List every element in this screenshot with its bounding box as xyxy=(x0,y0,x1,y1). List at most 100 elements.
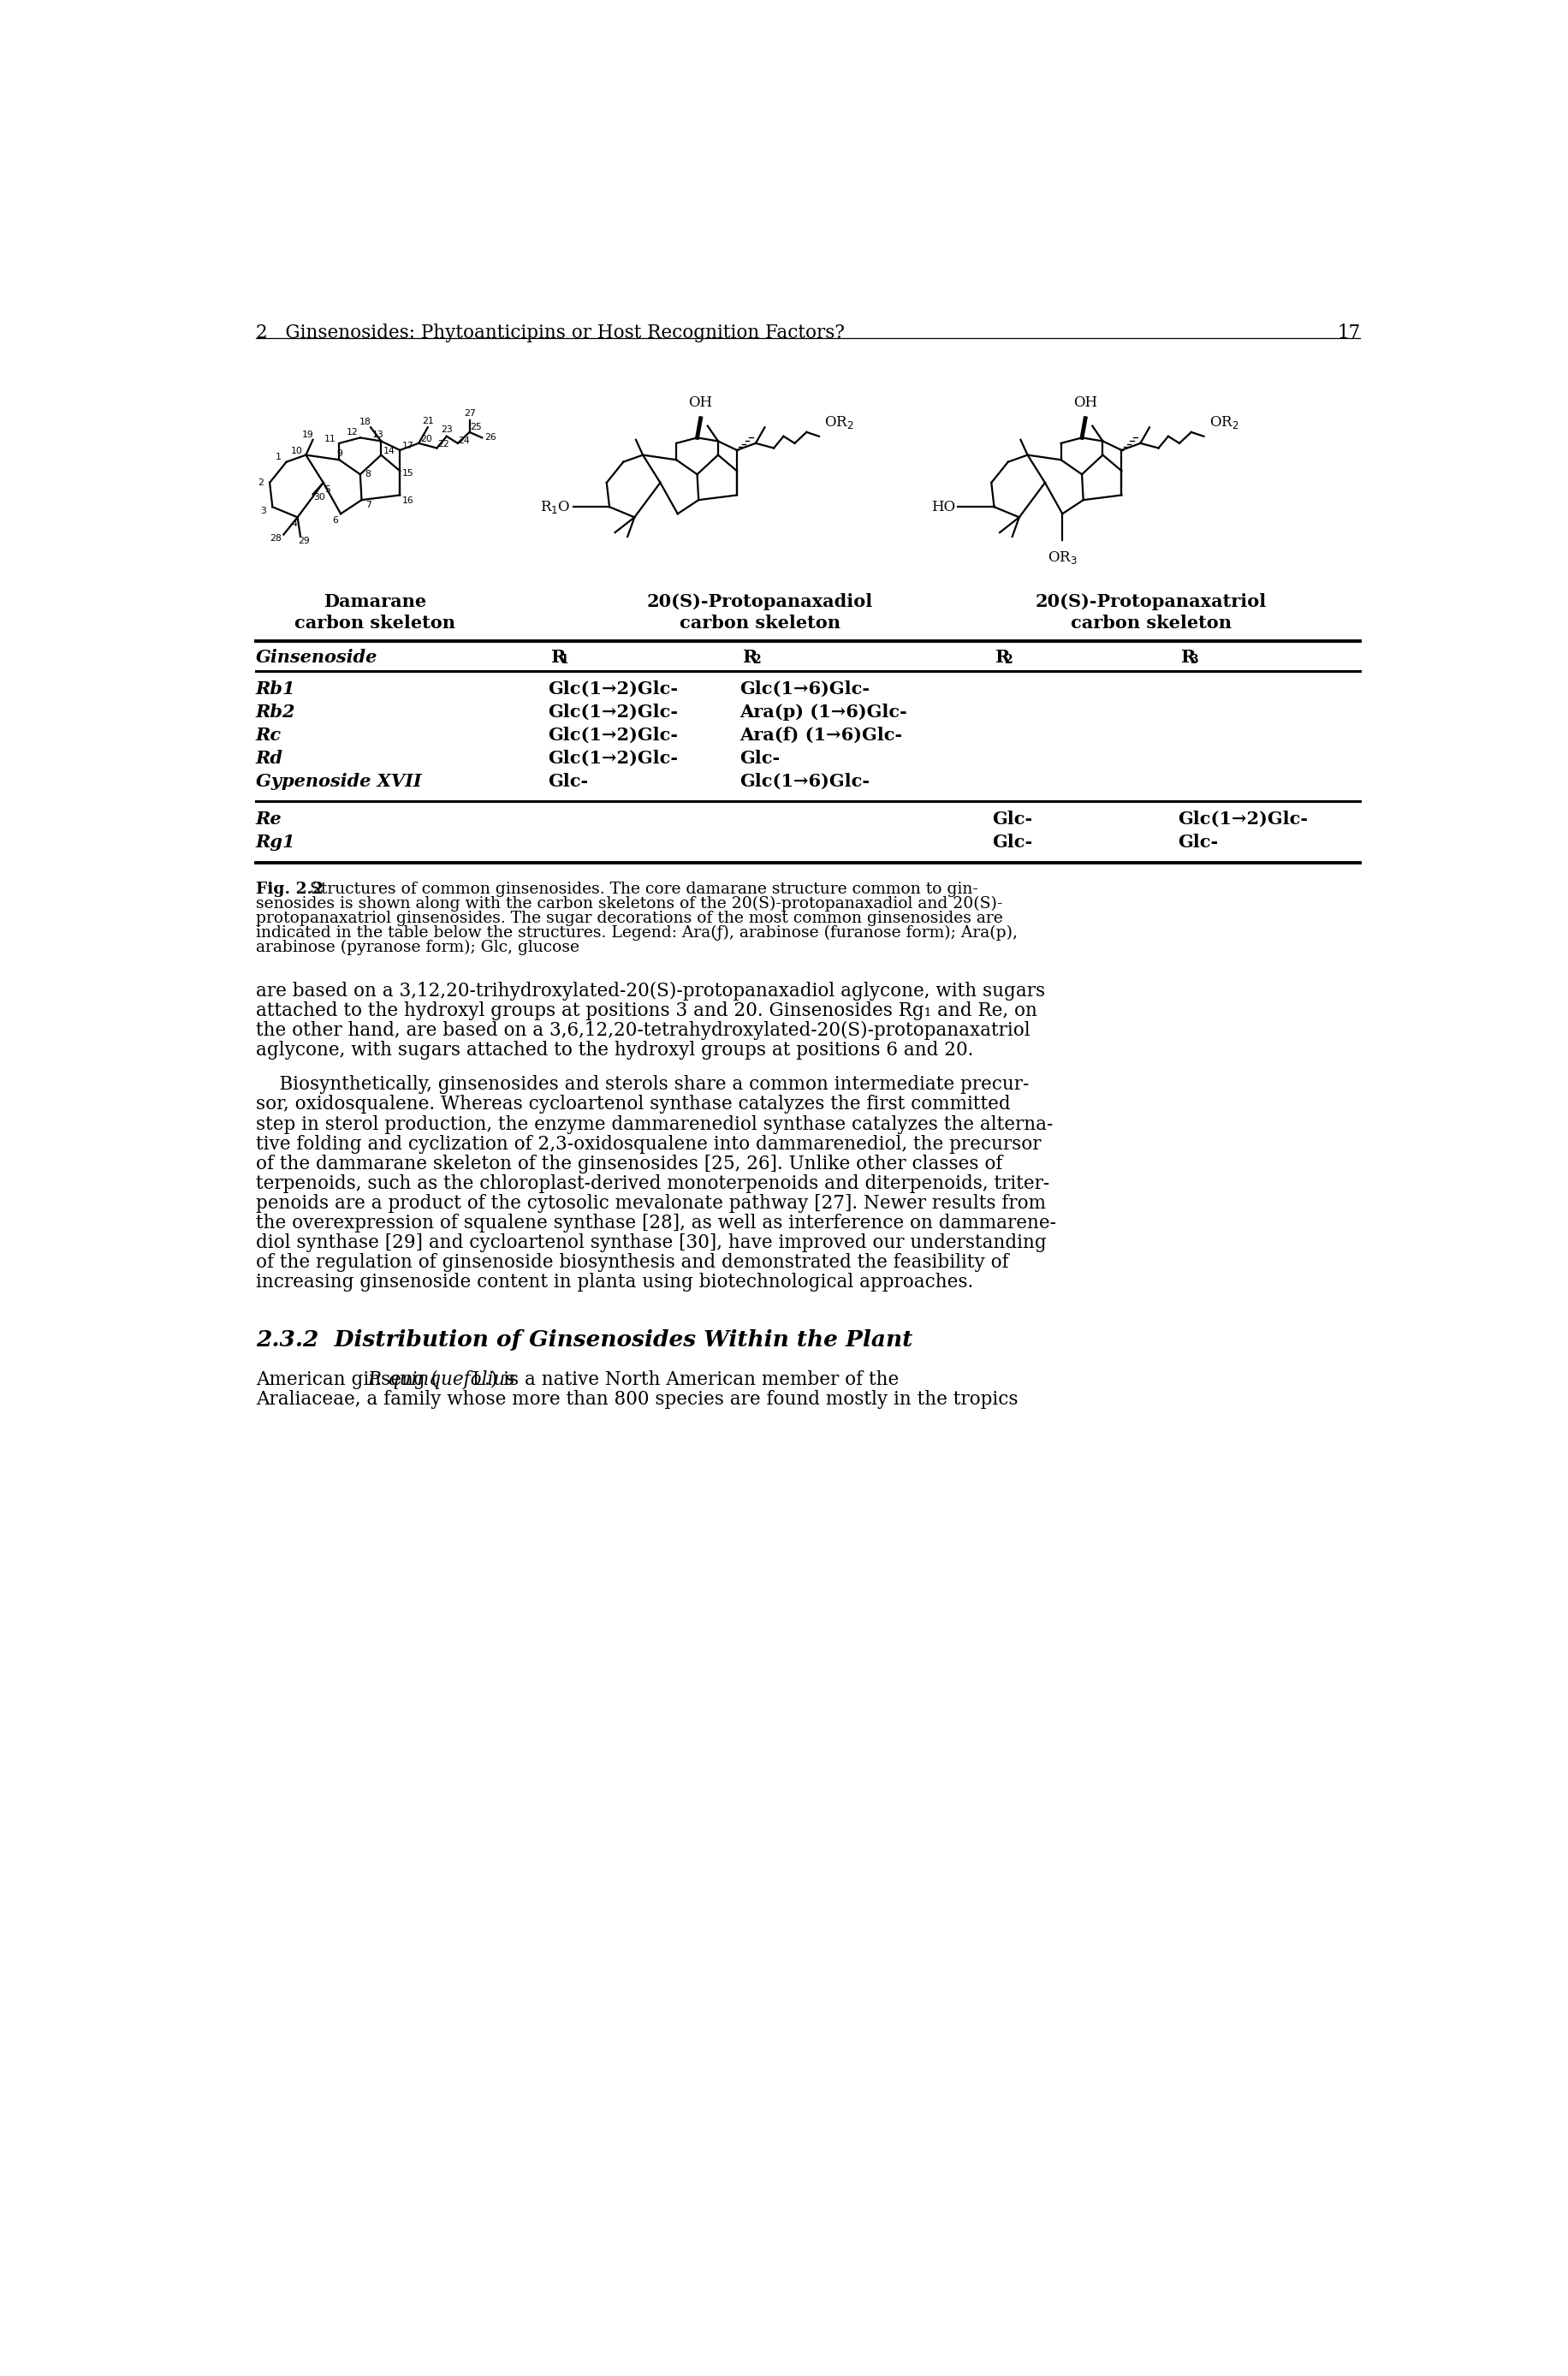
Text: the overexpression of squalene synthase [28], as well as interference on dammare: the overexpression of squalene synthase … xyxy=(256,1214,1055,1233)
Text: 23: 23 xyxy=(441,425,452,435)
Text: OR$_3$: OR$_3$ xyxy=(1047,549,1077,565)
Text: Glc(1→2)Glc-: Glc(1→2)Glc- xyxy=(1178,810,1308,827)
Text: P. quinquefolius: P. quinquefolius xyxy=(367,1371,514,1388)
Text: L.) is a native North American member of the: L.) is a native North American member of… xyxy=(467,1371,898,1388)
Text: Glc-: Glc- xyxy=(547,772,588,789)
Text: 12: 12 xyxy=(347,428,358,437)
Text: 20: 20 xyxy=(420,435,433,444)
Text: of the dammarane skeleton of the ginsenosides [25, 26]. Unlike other classes of: of the dammarane skeleton of the ginseno… xyxy=(256,1155,1002,1174)
Text: 7: 7 xyxy=(365,501,372,508)
Text: 30: 30 xyxy=(314,492,325,501)
Text: carbon skeleton: carbon skeleton xyxy=(1071,615,1231,632)
Text: Glc(1→2)Glc-: Glc(1→2)Glc- xyxy=(547,703,677,720)
Text: R: R xyxy=(550,649,566,665)
Text: OR$_2$: OR$_2$ xyxy=(825,413,853,430)
Text: Rd: Rd xyxy=(256,751,284,767)
Text: OH: OH xyxy=(688,394,712,411)
Text: 28: 28 xyxy=(270,535,281,542)
Text: Structures of common ginsenosides. The core damarane structure common to gin-: Structures of common ginsenosides. The c… xyxy=(310,881,978,898)
Text: R: R xyxy=(994,649,1010,665)
Text: 26: 26 xyxy=(485,432,495,442)
Text: 14: 14 xyxy=(383,447,395,456)
Text: OH: OH xyxy=(1073,394,1098,411)
Text: indicated in the table below the structures. Legend: Ara(ƒ), arabinose (furanose: indicated in the table below the structu… xyxy=(256,924,1018,941)
Text: 17: 17 xyxy=(1336,323,1359,342)
Text: attached to the hydroxyl groups at positions 3 and 20. Ginsenosides Rg₁ and Re, : attached to the hydroxyl groups at posit… xyxy=(256,1003,1036,1019)
Text: are based on a 3,12,20-trihydroxylated-20(S)-protopanaxadiol aglycone, with suga: are based on a 3,12,20-trihydroxylated-2… xyxy=(256,981,1044,1000)
Text: 9: 9 xyxy=(336,449,342,459)
Text: OR$_2$: OR$_2$ xyxy=(1209,413,1239,430)
Text: 1: 1 xyxy=(276,451,281,461)
Text: Fig. 2.2: Fig. 2.2 xyxy=(256,881,323,898)
Text: Glc-: Glc- xyxy=(991,834,1032,851)
Text: carbon skeleton: carbon skeleton xyxy=(679,615,840,632)
Text: carbon skeleton: carbon skeleton xyxy=(295,615,455,632)
Text: tive folding and cyclization of 2,3-oxidosqualene into dammarenediol, the precur: tive folding and cyclization of 2,3-oxid… xyxy=(256,1136,1041,1152)
Text: 27: 27 xyxy=(464,409,475,418)
Text: Damarane: Damarane xyxy=(323,594,426,611)
Text: 18: 18 xyxy=(359,418,372,425)
Text: R: R xyxy=(743,649,757,665)
Text: R: R xyxy=(1181,649,1195,665)
Text: step in sterol production, the enzyme dammarenediol synthase catalyzes the alter: step in sterol production, the enzyme da… xyxy=(256,1114,1052,1133)
Text: increasing ginsenoside content in planta using biotechnological approaches.: increasing ginsenoside content in planta… xyxy=(256,1274,972,1293)
Text: Glc(1→6)Glc-: Glc(1→6)Glc- xyxy=(740,680,870,699)
Text: 21: 21 xyxy=(422,416,433,425)
Text: 3: 3 xyxy=(260,506,267,516)
Text: American ginseng (: American ginseng ( xyxy=(256,1371,437,1390)
Text: Rc: Rc xyxy=(256,727,281,744)
Text: Glc(1→2)Glc-: Glc(1→2)Glc- xyxy=(547,727,677,744)
Text: 3: 3 xyxy=(1189,653,1198,665)
Text: 22: 22 xyxy=(437,440,448,449)
Text: Araliaceae, a family whose more than 800 species are found mostly in the tropics: Araliaceae, a family whose more than 800… xyxy=(256,1390,1018,1409)
Text: 1: 1 xyxy=(560,653,568,665)
Text: protopanaxatriol ginsenosides. The sugar decorations of the most common ginsenos: protopanaxatriol ginsenosides. The sugar… xyxy=(256,910,1002,927)
Text: the other hand, are based on a 3,6,12,20-tetrahydroxylated-20(S)-protopanaxatrio: the other hand, are based on a 3,6,12,20… xyxy=(256,1022,1030,1041)
Text: penoids are a product of the cytosolic mevalonate pathway [27]. Newer results fr: penoids are a product of the cytosolic m… xyxy=(256,1195,1046,1212)
Text: 2: 2 xyxy=(751,653,760,665)
Text: 4: 4 xyxy=(292,520,296,527)
Text: Glc(1→2)Glc-: Glc(1→2)Glc- xyxy=(547,680,677,699)
Text: 2: 2 xyxy=(257,478,263,487)
Text: Glc-: Glc- xyxy=(740,751,779,767)
Text: Gypenoside XVII: Gypenoside XVII xyxy=(256,772,422,789)
Text: arabinose (pyranose form); Glc, glucose: arabinose (pyranose form); Glc, glucose xyxy=(256,939,579,955)
Text: R$_1$O: R$_1$O xyxy=(539,499,571,516)
Text: diol synthase [29] and cycloartenol synthase [30], have improved our understandi: diol synthase [29] and cycloartenol synt… xyxy=(256,1233,1046,1252)
Text: Ara(f) (1→6)Glc-: Ara(f) (1→6)Glc- xyxy=(740,727,902,744)
Text: Ara(p) (1→6)Glc-: Ara(p) (1→6)Glc- xyxy=(740,703,906,720)
Text: 20(S)-Protopanaxadiol: 20(S)-Protopanaxadiol xyxy=(646,594,872,611)
Text: senosides is shown along with the carbon skeletons of the 20(S)-protopanaxadiol : senosides is shown along with the carbon… xyxy=(256,896,1002,912)
Text: Rg1: Rg1 xyxy=(256,834,295,851)
Text: Glc(1→6)Glc-: Glc(1→6)Glc- xyxy=(740,772,870,789)
Text: Glc-: Glc- xyxy=(991,810,1032,827)
Text: 15: 15 xyxy=(401,470,414,478)
Text: HO: HO xyxy=(931,499,955,513)
Text: 17: 17 xyxy=(401,442,414,451)
Text: 5: 5 xyxy=(325,485,329,494)
Text: 13: 13 xyxy=(372,430,384,440)
Text: 20(S)-Protopanaxatriol: 20(S)-Protopanaxatriol xyxy=(1035,594,1267,611)
Text: Ginsenoside: Ginsenoside xyxy=(256,649,378,665)
Text: 11: 11 xyxy=(325,435,336,444)
Text: 8: 8 xyxy=(365,470,372,478)
Text: Re: Re xyxy=(256,810,282,827)
Text: sor, oxidosqualene. Whereas cycloartenol synthase catalyzes the first committed: sor, oxidosqualene. Whereas cycloartenol… xyxy=(256,1095,1010,1114)
Text: Rb2: Rb2 xyxy=(256,703,295,720)
Text: of the regulation of ginsenoside biosynthesis and demonstrated the feasibility o: of the regulation of ginsenoside biosynt… xyxy=(256,1252,1008,1271)
Text: 2: 2 xyxy=(1004,653,1011,665)
Text: Biosynthetically, ginsenosides and sterols share a common intermediate precur-: Biosynthetically, ginsenosides and stero… xyxy=(256,1076,1029,1095)
Text: Glc-: Glc- xyxy=(1178,834,1217,851)
Text: Rb1: Rb1 xyxy=(256,680,295,699)
Text: 6: 6 xyxy=(332,516,339,525)
Text: aglycone, with sugars attached to the hydroxyl groups at positions 6 and 20.: aglycone, with sugars attached to the hy… xyxy=(256,1041,972,1060)
Text: 29: 29 xyxy=(298,537,310,546)
Text: 16: 16 xyxy=(401,497,414,504)
Text: terpenoids, such as the chloroplast-derived monoterpenoids and diterpenoids, tri: terpenoids, such as the chloroplast-deri… xyxy=(256,1174,1049,1193)
Text: 2.3.2  Distribution of Ginsenosides Within the Plant: 2.3.2 Distribution of Ginsenosides Withi… xyxy=(256,1328,913,1350)
Text: 19: 19 xyxy=(301,430,314,440)
Text: 25: 25 xyxy=(470,423,481,430)
Text: 24: 24 xyxy=(458,437,470,444)
Text: 10: 10 xyxy=(290,447,303,456)
Text: Glc(1→2)Glc-: Glc(1→2)Glc- xyxy=(547,751,677,767)
